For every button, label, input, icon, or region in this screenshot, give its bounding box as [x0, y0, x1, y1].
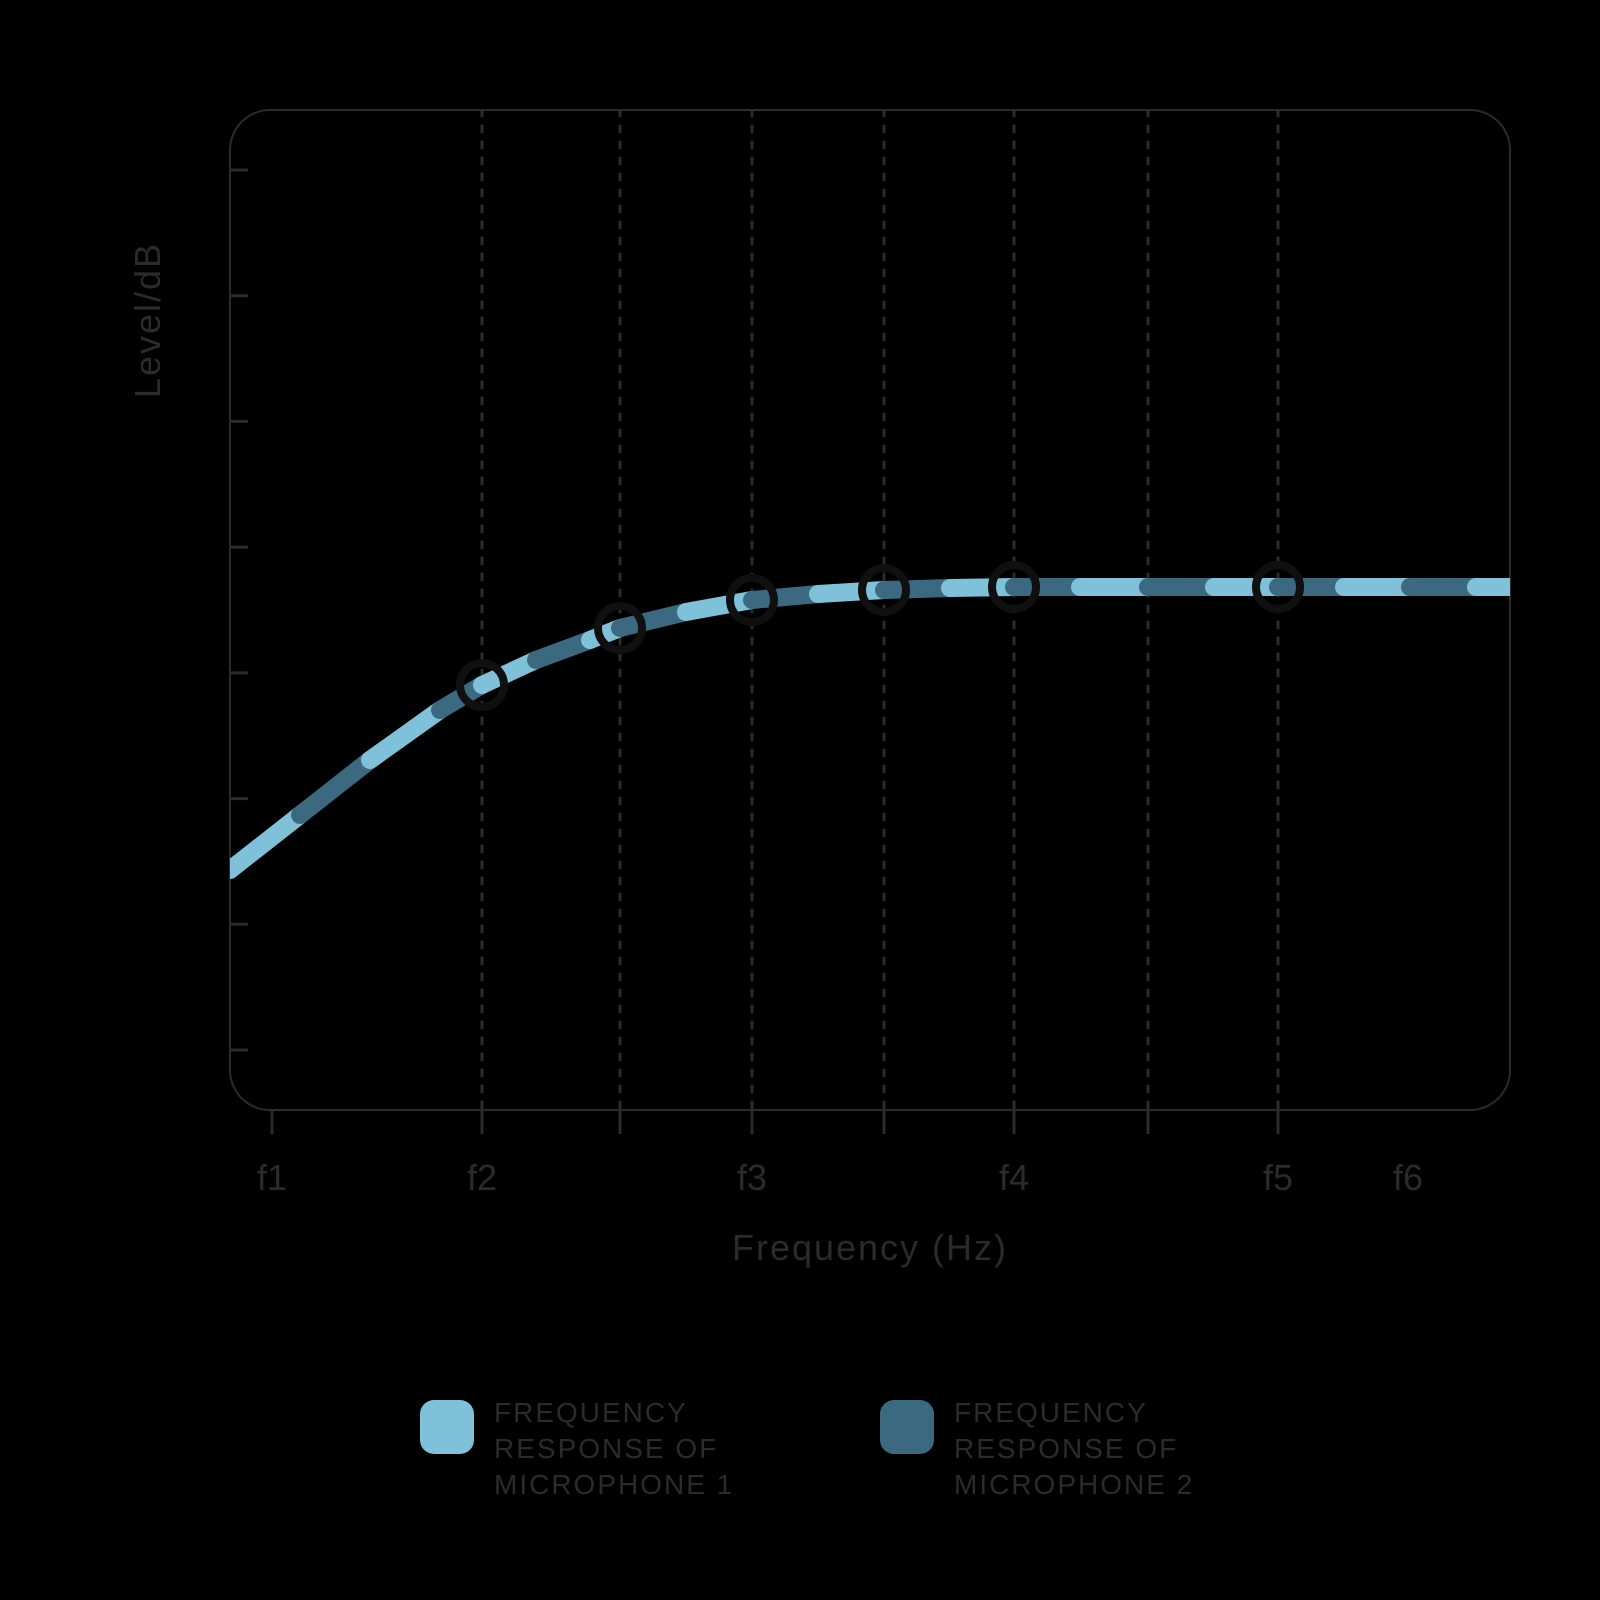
legend-swatch — [880, 1400, 934, 1454]
x-tick-label: f2 — [467, 1157, 497, 1198]
x-tick-label: f1 — [257, 1157, 287, 1198]
legend-text: FREQUENCY — [954, 1397, 1148, 1428]
x-axis-label: Frequency (Hz) — [732, 1227, 1008, 1268]
y-axis-label: Level/dB — [127, 242, 168, 398]
legend-text: FREQUENCY — [494, 1397, 688, 1428]
chart-container: Level/dB f1 f2 f3 f4 f5 f6 Frequency (Hz) FREQUE… — [0, 0, 1600, 1600]
legend-text: RESPONSE OF — [954, 1433, 1178, 1464]
x-tick-label: f5 — [1263, 1157, 1293, 1198]
legend-swatch — [420, 1400, 474, 1454]
legend-text: MICROPHONE 1 — [494, 1469, 734, 1500]
x-tick-label: f6 — [1393, 1157, 1423, 1198]
x-tick-label: f4 — [999, 1157, 1029, 1198]
frequency-response-chart: Level/dB f1 f2 f3 f4 f5 f6 Frequency (Hz) FREQUE… — [0, 0, 1600, 1600]
legend-text: MICROPHONE 2 — [954, 1469, 1194, 1500]
legend-text: RESPONSE OF — [494, 1433, 718, 1464]
x-tick-label: f3 — [737, 1157, 767, 1198]
